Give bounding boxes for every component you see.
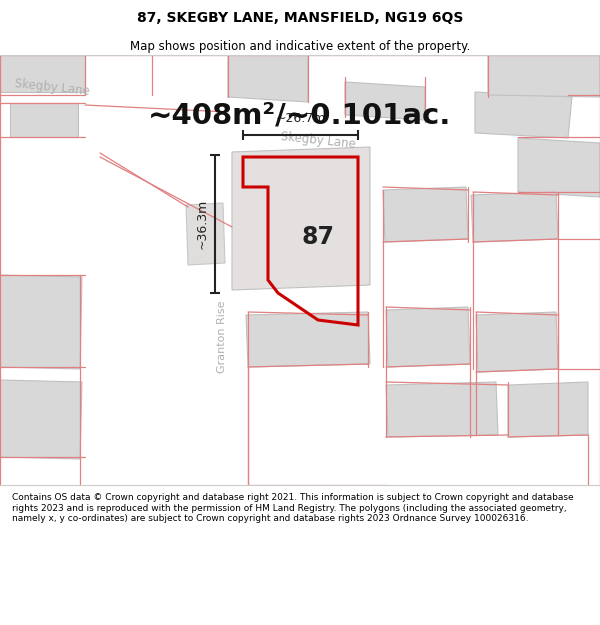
- Polygon shape: [518, 138, 600, 197]
- Polygon shape: [471, 192, 558, 242]
- Polygon shape: [246, 312, 370, 367]
- Polygon shape: [10, 103, 78, 137]
- Polygon shape: [386, 307, 470, 367]
- Text: Map shows position and indicative extent of the property.: Map shows position and indicative extent…: [130, 39, 470, 52]
- Polygon shape: [475, 92, 572, 138]
- Polygon shape: [188, 55, 236, 485]
- Polygon shape: [228, 55, 308, 102]
- Polygon shape: [0, 55, 85, 92]
- Polygon shape: [476, 312, 558, 372]
- Polygon shape: [120, 140, 600, 237]
- Polygon shape: [386, 382, 498, 437]
- Text: 87: 87: [302, 225, 335, 249]
- Polygon shape: [383, 187, 468, 242]
- Polygon shape: [232, 147, 370, 290]
- Polygon shape: [0, 275, 82, 369]
- Text: Skegby Lane: Skegby Lane: [14, 77, 90, 98]
- Polygon shape: [508, 382, 588, 437]
- Text: Skegby Lane: Skegby Lane: [280, 129, 356, 151]
- Text: ~36.3m: ~36.3m: [196, 199, 209, 249]
- Text: Granton Rise: Granton Rise: [217, 301, 227, 373]
- Text: 87, SKEGBY LANE, MANSFIELD, NG19 6QS: 87, SKEGBY LANE, MANSFIELD, NG19 6QS: [137, 11, 463, 25]
- Polygon shape: [345, 82, 425, 120]
- Text: ~26.7m: ~26.7m: [275, 112, 326, 126]
- Polygon shape: [488, 55, 600, 97]
- Polygon shape: [186, 203, 225, 265]
- Polygon shape: [0, 92, 600, 197]
- Polygon shape: [0, 380, 82, 459]
- Text: Contains OS data © Crown copyright and database right 2021. This information is : Contains OS data © Crown copyright and d…: [12, 493, 574, 523]
- Text: ~408m²/~0.101ac.: ~408m²/~0.101ac.: [148, 101, 451, 129]
